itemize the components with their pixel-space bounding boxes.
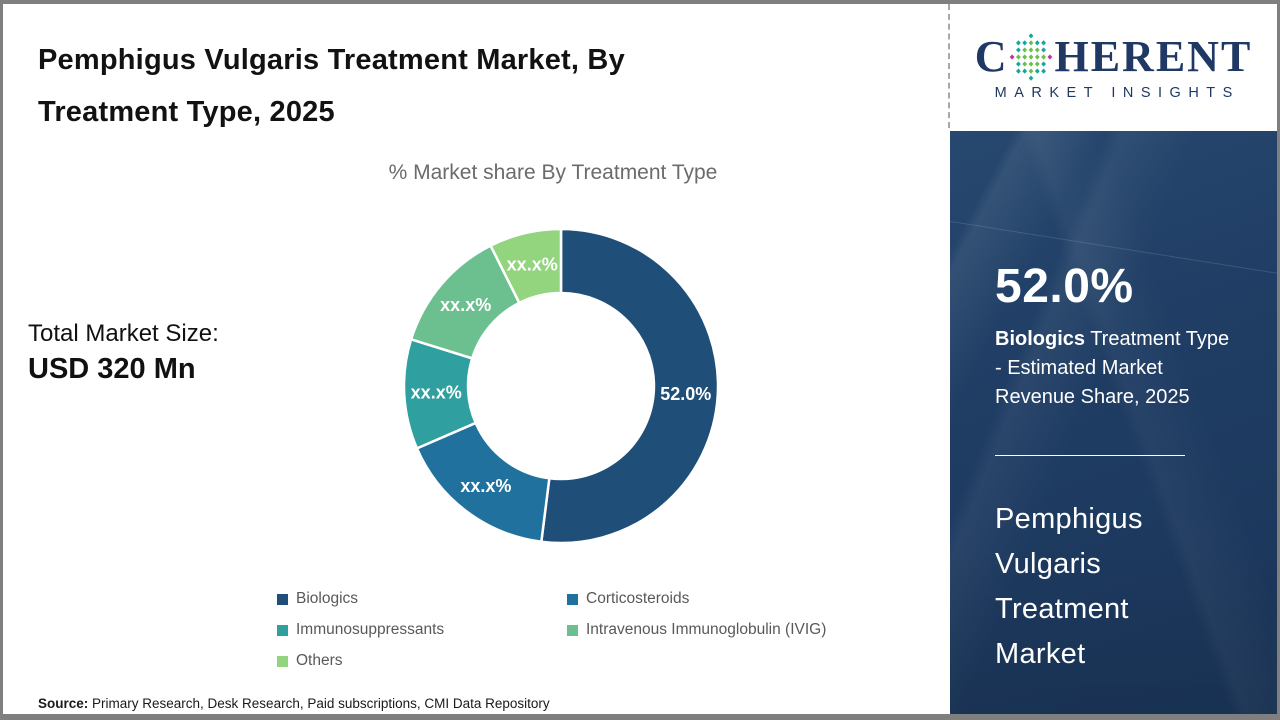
logo-subtitle: MARKET INSIGHTS	[994, 84, 1240, 101]
legend-swatch	[277, 593, 288, 605]
logo-globe-dot	[1047, 53, 1053, 60]
logo-globe-dot	[1041, 60, 1047, 67]
logo-globe-dot	[1041, 68, 1047, 74]
legend-label: Biologics	[296, 590, 359, 607]
sidebar-market-title-line: Vulgaris	[995, 548, 1102, 580]
legend-item: Intravenous Immunoglobulin (IVIG)	[567, 619, 826, 641]
chart-legend: Biologics Corticosteroids Immunosuppress…	[277, 588, 826, 672]
logo-globe-dot	[1010, 53, 1015, 60]
total-market-size-value: USD 320 Mn	[28, 353, 196, 385]
legend-item: Immunosuppressants	[277, 619, 567, 641]
chart-subtitle: % Market share By Treatment Type	[388, 161, 718, 184]
donut-segment-label: xx.x%	[507, 254, 558, 274]
logo-globe-dot	[1029, 32, 1034, 38]
sidebar-market-title-line: Pemphigus	[995, 503, 1143, 535]
logo-globe-dot	[1016, 46, 1022, 53]
sidebar-stat-segment: Biologics	[995, 328, 1086, 350]
logo-globe-dot	[1022, 53, 1028, 60]
page-title: Pemphigus Vulgaris Treatment Market, By …	[38, 34, 625, 138]
logo-globe-dot	[1016, 60, 1022, 67]
sidebar-stat-description: Biologics Treatment Type - Estimated Mar…	[995, 325, 1229, 412]
donut-segment-label: xx.x%	[460, 476, 511, 496]
donut-segment-label: xx.x%	[411, 383, 462, 403]
logo-globe-dot	[1022, 60, 1028, 67]
donut-segment-biologics	[539, 227, 720, 545]
legend-swatch	[277, 655, 288, 667]
logo-globe-dot	[1022, 39, 1028, 45]
logo-globe-dot	[1035, 68, 1041, 74]
logo-globe-dot	[1041, 39, 1047, 45]
logo-globe-dot	[1016, 53, 1022, 60]
sidebar-stat-line3: Revenue Share, 2025	[995, 386, 1190, 408]
legend-label: Immunosuppressants	[296, 621, 445, 638]
sidebar-divider	[995, 455, 1185, 456]
logo-globe-dot	[1016, 39, 1022, 45]
logo-globe-dot	[1029, 60, 1034, 67]
source-text: Primary Research, Desk Research, Paid su…	[88, 696, 550, 711]
logo-globe-dot	[1035, 39, 1041, 45]
logo-wordmark: C HERENT	[975, 32, 1253, 82]
legend-swatch	[567, 593, 578, 605]
source-label: Source:	[38, 696, 89, 711]
sidebar-market-title: Pemphigus Vulgaris Treatment Market	[995, 497, 1143, 677]
logo-globe-dot	[1016, 68, 1022, 74]
legend-item: Corticosteroids	[567, 588, 826, 610]
sidebar-stat-value: 52.0%	[995, 260, 1134, 313]
legend-label: Corticosteroids	[586, 590, 690, 607]
logo-globe-dot	[1029, 75, 1034, 81]
legend-item: Biologics	[277, 588, 567, 610]
source-line: Source: Primary Research, Desk Research,…	[38, 696, 550, 711]
sidebar: 52.0% Biologics Treatment Type - Estimat…	[950, 131, 1277, 714]
total-market-size-label: Total Market Size:	[28, 320, 219, 347]
logo-word-rest: HERENT	[1054, 31, 1253, 81]
donut-segment-label: xx.x%	[440, 295, 491, 315]
dashed-separator	[948, 4, 950, 128]
logo-globe-dot	[1041, 46, 1047, 53]
logo-globe-dot	[1035, 53, 1041, 60]
logo-globe-dot	[1041, 53, 1047, 60]
donut-chart: 52.0% xx.x% xx.x% xx.x% xx.x%	[394, 219, 728, 553]
legend-label: Intravenous Immunoglobulin (IVIG)	[586, 621, 827, 638]
logo-globe-dot	[1022, 46, 1028, 53]
legend-swatch	[567, 624, 578, 636]
legend-item: Others	[277, 650, 567, 672]
legend-swatch	[277, 624, 288, 636]
logo-globe-dot	[1022, 68, 1028, 74]
donut-chart-svg: 52.0% xx.x% xx.x% xx.x% xx.x%	[402, 227, 720, 545]
logo-globe-dot	[1035, 46, 1041, 53]
sidebar-stat-line2: - Estimated Market	[995, 357, 1163, 379]
sidebar-market-title-line: Market	[995, 638, 1086, 670]
logo-globe-dot	[1029, 39, 1034, 45]
company-logo: C HERENT MARKET INSIGHTS	[950, 4, 1277, 128]
logo-dotted-globe-icon	[1010, 32, 1053, 81]
donut-segment-label: 52.0%	[660, 384, 711, 404]
legend-label: Others	[296, 652, 343, 669]
total-market-size: Total Market Size: USD 320 Mn	[28, 320, 219, 386]
sidebar-market-title-line: Treatment	[995, 593, 1129, 625]
logo-letter-c: C	[974, 31, 1009, 81]
logo-globe-dot	[1029, 46, 1034, 53]
sidebar-stat-line1: Treatment Type	[1085, 328, 1230, 350]
page-title-line2: Treatment Type, 2025	[38, 96, 335, 128]
logo-globe-dot	[1035, 60, 1041, 67]
logo-globe-dot	[1029, 53, 1034, 60]
logo-globe-dot	[1029, 68, 1034, 74]
page-title-line1: Pemphigus Vulgaris Treatment Market, By	[38, 44, 625, 76]
donut-segment-others	[488, 227, 563, 305]
